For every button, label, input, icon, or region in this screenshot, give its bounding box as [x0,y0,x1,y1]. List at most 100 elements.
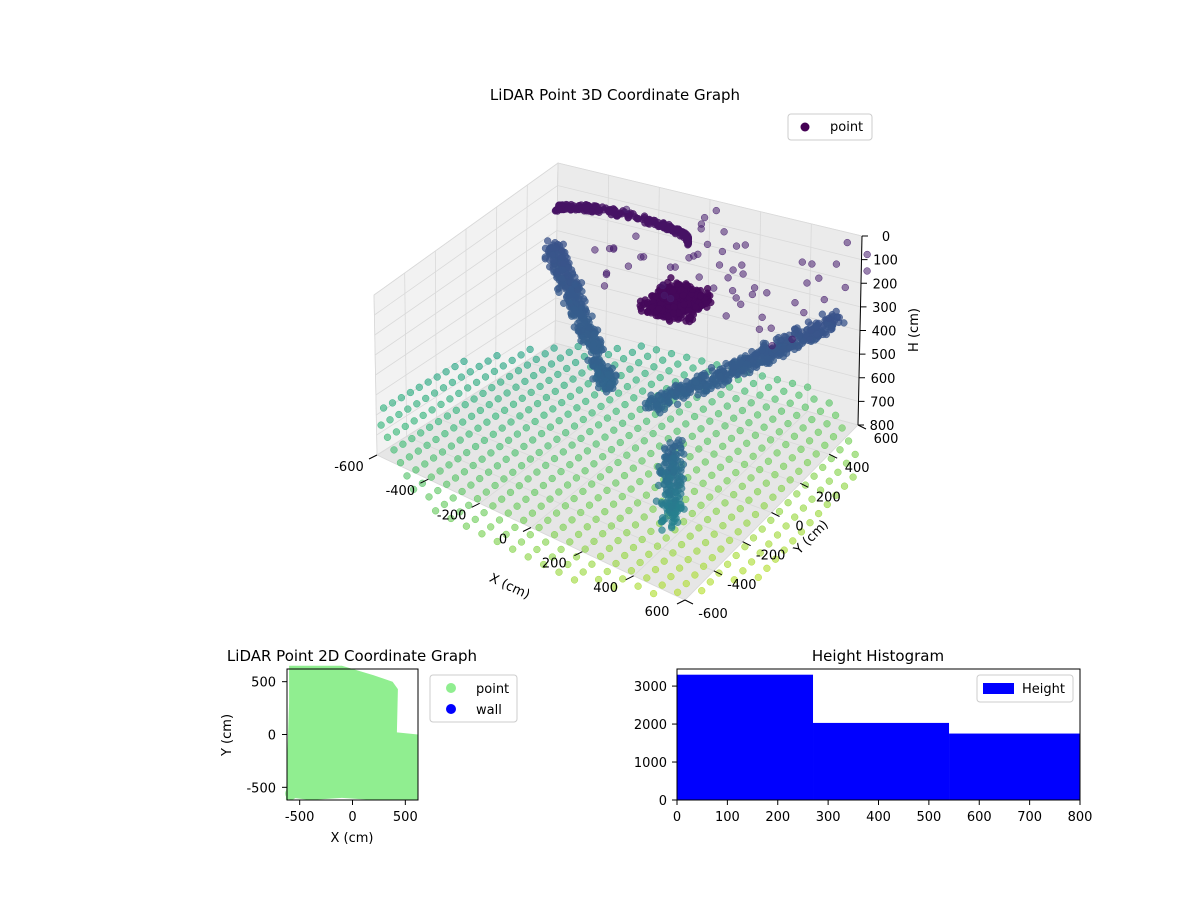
point-3d [548,553,557,561]
point-3d [625,431,633,440]
point-3d [607,522,616,530]
point-3d [436,467,444,475]
point-3d [464,384,472,392]
point-3d [797,528,806,536]
point-3d [531,417,539,426]
point-3d [525,406,533,414]
point-3d [666,263,675,271]
point-3d [424,378,432,386]
point-3d [600,282,609,290]
point-3d [509,400,518,408]
point-3d [437,400,445,409]
point-3d [603,567,611,576]
point-3d [672,388,681,397]
point-3d [716,463,725,471]
point-3d [703,240,712,249]
z-tick-label: 200 [873,277,898,292]
point-3d [692,303,700,311]
point-3d [590,331,598,339]
point-3d [610,583,618,591]
x-tick-label-hist: 0 [673,810,681,825]
point-3d [680,300,688,308]
point-3d [698,587,706,595]
point-3d [476,474,484,483]
point-3d [714,410,723,418]
point-3d [558,275,566,283]
point-3d [483,418,491,426]
point-3d [816,486,825,494]
point-3d [527,388,535,397]
point-3d [439,384,448,392]
point-3d [401,422,409,431]
point-3d [719,442,727,450]
point-3d [676,458,685,466]
point-3d [599,345,607,354]
point-3d [446,395,454,403]
point-3d [630,394,638,402]
point-3d [460,357,468,366]
point-3d [612,559,620,568]
point-3d [433,373,441,381]
point-3d [658,581,666,589]
point-3d [549,256,557,265]
point-3d [586,427,594,436]
point-3d [688,432,696,440]
point-3d [780,387,788,395]
point-3d [431,507,440,515]
point-3d [720,228,728,236]
point-3d [840,482,849,490]
chart-2d-xlabel: X (cm) [331,831,374,846]
point-3d [752,352,760,361]
point-3d [836,446,844,454]
point-3d [581,305,589,313]
point-3d [649,505,657,513]
point-3d [670,467,678,475]
point-3d [682,234,690,242]
point-3d [760,502,768,510]
point-3d [570,422,579,430]
point-3d [465,430,473,438]
point-3d [550,531,559,539]
point-3d [636,558,644,567]
x-tick-label-2d: -500 [285,810,315,825]
point-3d [764,457,773,465]
point-3d [451,362,459,371]
point-3d [633,499,642,507]
point-3d [594,575,603,584]
point-3d [670,303,678,311]
point-3d [515,482,523,490]
point-3d [692,378,700,386]
point-3d [812,321,821,330]
point-3d [474,424,482,432]
point-3d [699,405,707,413]
point-3d [732,394,740,403]
point-3d [654,481,663,490]
points-3d [377,200,871,598]
y-tick-label-hist: 2000 [634,718,667,733]
point-3d [613,344,621,353]
point-3d [548,474,556,483]
z-tick-label: 600 [871,372,896,387]
point-3d [492,412,500,420]
point-3d [467,412,476,420]
point-3d [621,400,629,409]
point-3d [550,344,558,352]
point-3d [647,449,655,458]
point-3d [775,428,783,436]
point-3d [667,572,675,581]
point-3d [680,450,688,458]
x-tick-label-hist: 300 [816,810,841,825]
point-3d [799,504,808,512]
point-3d [458,487,466,496]
point-3d [526,531,534,539]
point-3d [676,501,684,509]
point-3d [523,361,532,369]
y-tick-label: -600 [698,607,728,622]
point-3d [753,488,762,496]
point-3d [620,471,629,480]
point-3d [470,395,478,403]
legend-histogram: Height [976,674,1074,703]
point-3d [727,513,736,521]
z-tick-label: 300 [872,301,897,316]
point-3d [530,371,538,380]
